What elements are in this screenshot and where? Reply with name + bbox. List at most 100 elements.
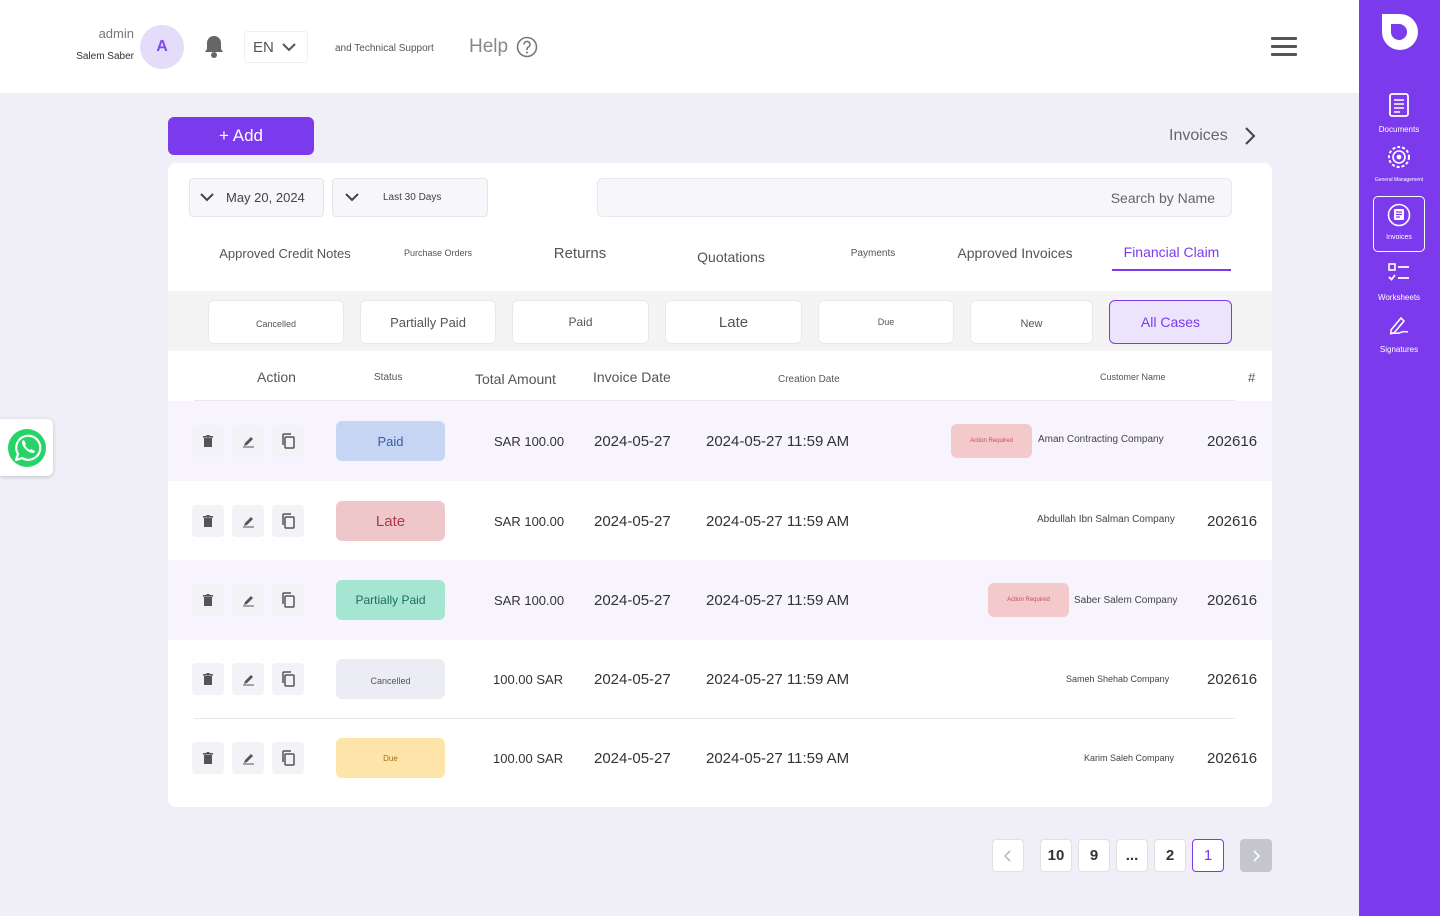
filter-all-cases[interactable]: All Cases	[1109, 300, 1232, 344]
right-sidebar: Documents General Management Invoices Wo…	[1359, 0, 1440, 916]
pagination-page[interactable]: 10	[1040, 839, 1072, 872]
delete-button[interactable]	[192, 505, 224, 537]
bell-icon[interactable]	[202, 34, 226, 60]
tab-approved-invoices[interactable]: Approved Invoices	[957, 245, 1073, 261]
tab-financial-claim[interactable]: Financial Claim	[1112, 235, 1231, 271]
copy-icon	[282, 513, 295, 529]
edit-button[interactable]	[232, 584, 264, 616]
header-creation-date: Creation Date	[778, 373, 840, 385]
copy-icon	[282, 433, 295, 449]
tab-approved-credit-notes[interactable]: Approved Credit Notes	[219, 245, 351, 261]
pagination-page[interactable]: 2	[1154, 839, 1186, 872]
table-row: Paid SAR 100.00 2024-05-27 2024-05-27 11…	[168, 401, 1272, 481]
copy-button[interactable]	[272, 742, 304, 774]
sidebar-item-invoices[interactable]: Invoices	[1373, 196, 1425, 252]
filter-new[interactable]: New	[970, 300, 1093, 344]
document-tabs: Approved Credit Notes Purchase Orders Re…	[168, 235, 1272, 281]
range-select[interactable]: Last 30 Days	[332, 178, 488, 217]
copy-button[interactable]	[272, 584, 304, 616]
edit-button[interactable]	[232, 425, 264, 457]
logo-icon	[1382, 14, 1418, 50]
copy-icon	[282, 592, 295, 608]
invoice-number: 202616	[1207, 591, 1258, 609]
table-row: Late SAR 100.00 2024-05-27 2024-05-27 11…	[168, 481, 1272, 561]
pencil-icon	[242, 516, 254, 527]
document-icon	[1389, 93, 1409, 117]
pagination-page-current[interactable]: 1	[1192, 839, 1224, 872]
status-badge: Paid	[336, 421, 445, 461]
search-input[interactable]	[597, 178, 1232, 217]
pencil-icon	[242, 753, 254, 764]
invoice-number: 202616	[1207, 512, 1258, 530]
header-customer-name: Customer Name	[1100, 372, 1166, 382]
invoice-number: 202616	[1207, 749, 1258, 767]
invoices-card: May 20, 2024 Last 30 Days Approved Credi…	[168, 163, 1272, 807]
range-value: Last 30 Days	[383, 192, 442, 203]
creation-date: 2024-05-27 11:59 AM	[706, 591, 850, 609]
filter-paid[interactable]: Paid	[512, 300, 649, 344]
divider	[194, 400, 1235, 401]
delete-button[interactable]	[192, 742, 224, 774]
tab-payments[interactable]: Payments	[850, 247, 896, 259]
copy-button[interactable]	[272, 425, 304, 457]
copy-button[interactable]	[272, 663, 304, 695]
creation-date: 2024-05-27 11:59 AM	[706, 432, 850, 450]
sidebar-item-signatures[interactable]: Signatures	[1373, 314, 1425, 354]
filter-due[interactable]: Due	[818, 300, 954, 344]
filter-late[interactable]: Late	[665, 300, 802, 344]
help-label: Help	[469, 36, 509, 57]
invoice-date: 2024-05-27	[594, 749, 671, 767]
sidebar-item-general-management[interactable]: General Management	[1373, 144, 1425, 183]
action-required-badge[interactable]: Action Required	[951, 424, 1032, 458]
table-row: Cancelled 100.00 SAR 2024-05-27 2024-05-…	[168, 639, 1272, 719]
customer-name: Saber Salem Company	[1074, 594, 1178, 606]
sidebar-item-documents[interactable]: Documents	[1373, 92, 1425, 134]
customer-name: Aman Contracting Company	[1038, 433, 1164, 445]
trash-icon	[203, 752, 213, 764]
edit-button[interactable]	[232, 505, 264, 537]
chevron-down-icon	[345, 193, 359, 202]
language-select[interactable]: EN	[244, 31, 308, 63]
customer-name: Sameh Shehab Company	[1066, 674, 1170, 684]
filter-cancelled[interactable]: Cancelled	[208, 300, 344, 344]
date-select[interactable]: May 20, 2024	[189, 178, 324, 217]
pagination-next[interactable]	[1240, 839, 1272, 872]
add-button[interactable]: + Add	[168, 117, 314, 155]
sidebar-item-label: Signatures	[1379, 345, 1419, 354]
whatsapp-button[interactable]	[0, 419, 53, 476]
copy-button[interactable]	[272, 505, 304, 537]
edit-button[interactable]	[232, 742, 264, 774]
chevron-right-icon[interactable]	[1244, 126, 1256, 146]
sidebar-item-label: Documents	[1378, 125, 1420, 134]
status-badge: Due	[336, 738, 445, 778]
status-badge: Late	[336, 501, 445, 541]
delete-button[interactable]	[192, 425, 224, 457]
sidebar-item-label: Worksheets	[1377, 293, 1421, 302]
creation-date: 2024-05-27 11:59 AM	[706, 512, 850, 530]
copy-icon	[282, 750, 295, 766]
status-filter-bar: Cancelled Partially Paid Paid Late Due N…	[168, 291, 1272, 351]
pagination-prev[interactable]	[992, 839, 1024, 872]
pagination-page[interactable]: 9	[1078, 839, 1110, 872]
invoice-date: 2024-05-27	[594, 432, 671, 450]
sidebar-item-worksheets[interactable]: Worksheets	[1373, 262, 1425, 302]
avatar[interactable]: A	[140, 25, 184, 69]
invoice-date: 2024-05-27	[594, 591, 671, 609]
tab-purchase-orders[interactable]: Purchase Orders	[403, 248, 473, 258]
language-label: EN	[253, 38, 274, 56]
filter-partially-paid[interactable]: Partially Paid	[360, 300, 496, 344]
action-required-badge[interactable]: Action Required	[988, 583, 1069, 617]
total-amount: SAR 100.00	[494, 513, 565, 529]
total-amount: 100.00 SAR	[493, 750, 564, 766]
help-link[interactable]: Help	[469, 36, 538, 58]
edit-button[interactable]	[232, 663, 264, 695]
delete-button[interactable]	[192, 663, 224, 695]
tab-returns[interactable]: Returns	[553, 244, 607, 262]
customer-name: Karim Saleh Company	[1084, 753, 1175, 763]
delete-button[interactable]	[192, 584, 224, 616]
user-role: admin	[98, 26, 134, 41]
top-header: admin Salem Saber A EN and Technical Sup…	[0, 0, 1359, 93]
tech-support-link[interactable]: and Technical Support	[335, 43, 434, 54]
tab-quotations[interactable]: Quotations	[697, 249, 765, 265]
menu-icon[interactable]	[1271, 37, 1297, 57]
